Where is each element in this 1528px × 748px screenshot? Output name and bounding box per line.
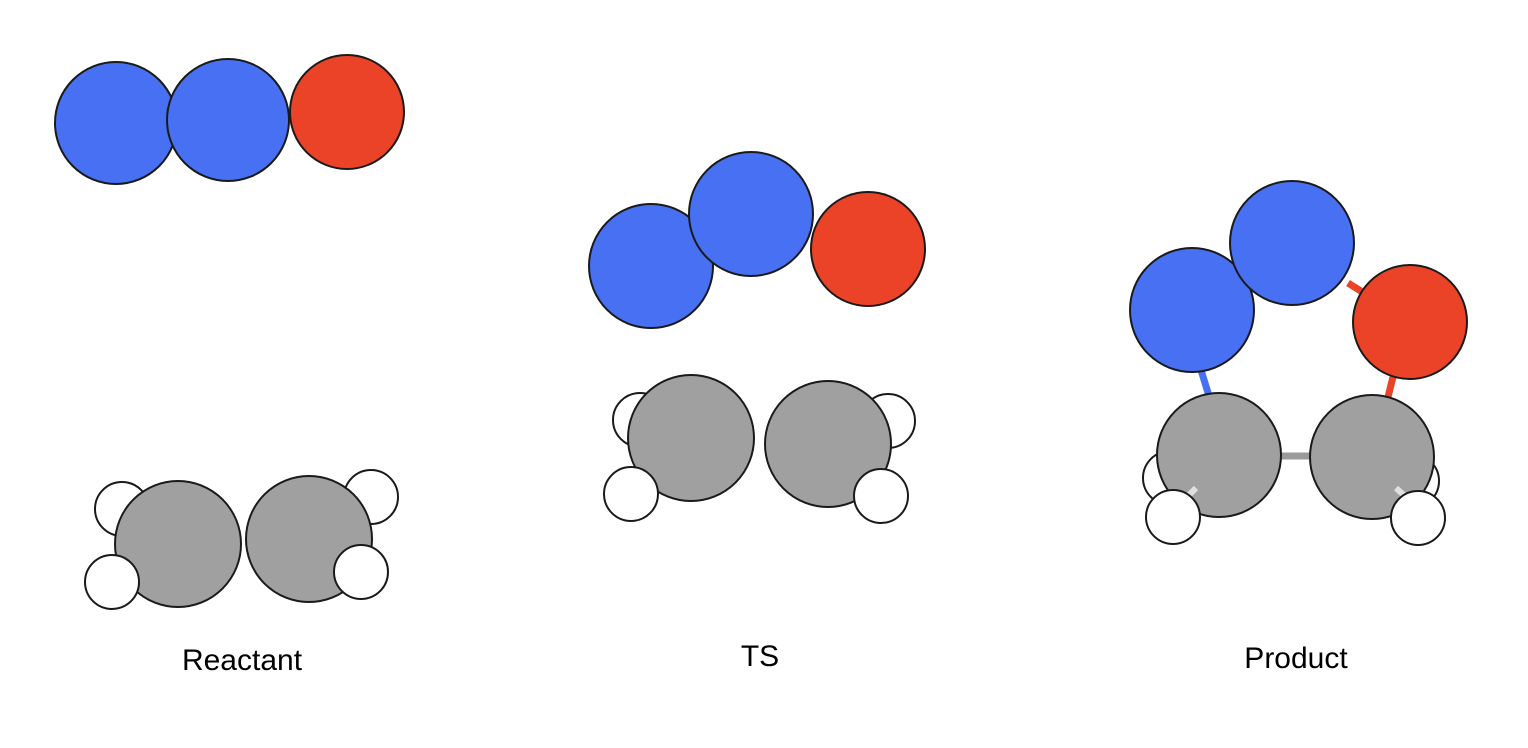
product-bond-nitrogen-carbon xyxy=(1197,368,1213,398)
product-nitrogen-atom-1 xyxy=(1129,247,1255,373)
product-nitrogen-atom-2 xyxy=(1229,180,1355,306)
ts-hydrogen-atom-4 xyxy=(853,468,909,524)
reactant-hydrogen-atom-3 xyxy=(84,554,140,610)
ts-nitrogen-atom-1 xyxy=(588,203,714,329)
product-oxygen-atom xyxy=(1352,264,1468,380)
product-molecule-group xyxy=(1129,180,1468,546)
product-carbon-atom-1 xyxy=(1156,392,1282,518)
ts-carbon-atom-1 xyxy=(627,374,755,502)
ts-carbon-atom-2 xyxy=(764,380,892,508)
product-bond-oxygen-carbon xyxy=(1384,376,1397,398)
product-carbon-atom-2 xyxy=(1309,394,1435,520)
product-label: Product xyxy=(1244,642,1348,675)
ts-hydrogen-atom-3 xyxy=(603,466,659,522)
reactant-molecule-group xyxy=(54,54,405,610)
reactant-carbon-atom-1 xyxy=(114,480,242,608)
reactant-nitrogen-atom-2 xyxy=(166,58,290,182)
product-hydrogen-atom-3 xyxy=(1145,489,1201,545)
ts-nitrogen-atom-2 xyxy=(688,151,814,277)
ts-oxygen-atom xyxy=(810,191,926,307)
reactant-oxygen-atom xyxy=(289,54,405,170)
reactant-hydrogen-atom-4 xyxy=(333,544,389,600)
reactant-nitrogen-atom-1 xyxy=(54,61,178,185)
ts-molecule-group xyxy=(588,151,926,524)
product-hydrogen-atom-4 xyxy=(1390,490,1446,546)
reactant-label: Reactant xyxy=(181,644,303,677)
ts-label: TS xyxy=(740,640,780,673)
